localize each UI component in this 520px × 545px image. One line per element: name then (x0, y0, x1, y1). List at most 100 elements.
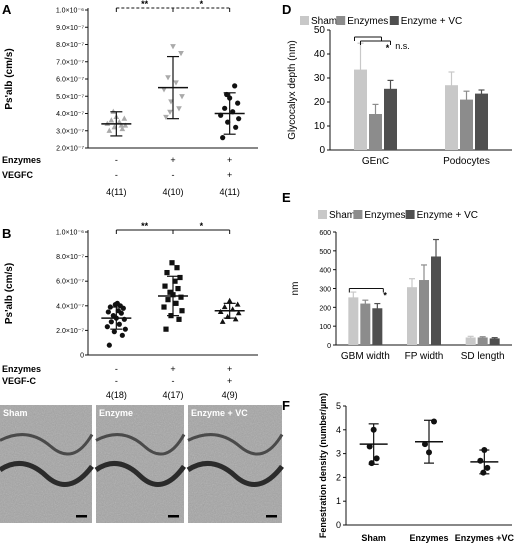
data-point (108, 117, 115, 123)
y-tick-label: 2.0×10⁻⁷ (56, 146, 84, 153)
bar (348, 297, 359, 345)
data-point (118, 122, 125, 128)
data-point (114, 300, 120, 306)
y-tick-label: 20 (314, 97, 326, 108)
data-point (176, 316, 182, 322)
y-tick-label: 1.0×10⁻⁶ (56, 8, 84, 15)
bar (475, 93, 488, 150)
treatment-sign: - (172, 170, 175, 180)
data-point (236, 116, 242, 122)
data-point (480, 469, 487, 476)
data-point (422, 441, 428, 448)
data-point (373, 455, 380, 462)
treatment-sign: - (172, 376, 175, 386)
y-tick-label: 3 (336, 449, 341, 459)
data-point (165, 75, 171, 81)
row-label: Enzymes (2, 155, 41, 165)
basement-membrane (0, 461, 94, 487)
cell-outline (95, 433, 186, 456)
panel-a: A 2.0×10⁻⁷ 3.0×10⁻⁷ 4.0×10⁻⁷ 5.0×10⁻⁷ 6.0×10⁻… (2, 0, 258, 197)
row-label: VEGF-C (2, 376, 37, 386)
data-point (481, 447, 488, 454)
treatment-sign: + (227, 155, 232, 165)
y-tick-label: 2 (336, 472, 341, 482)
y-tick-label: 200 (319, 305, 331, 312)
y-tick-label: 30 (314, 73, 326, 84)
y-tick-label: 2.0×10⁻⁷ (56, 328, 84, 335)
micrograph-label: Sham (3, 408, 28, 418)
data-point (162, 283, 168, 289)
y-axis-label: Ps'alb (cm/s) (4, 263, 15, 324)
micrograph-label: Enzyme + VC (191, 408, 248, 418)
legend-label: Enzymes (364, 210, 405, 221)
y-tick-label: 4.0×10⁻⁷ (56, 303, 84, 310)
y-tick-label: 9.0×10⁻⁷ (56, 25, 84, 32)
n-label: 4(11) (219, 187, 239, 197)
sig-label: * (200, 221, 204, 231)
y-tick-label: 3.0×10⁻⁷ (56, 128, 84, 135)
data-point (106, 127, 113, 133)
bar (384, 88, 397, 150)
data-point (172, 278, 178, 284)
data-point (115, 308, 121, 314)
panel-e: E 0 100 200 300 400 500 600 nm Sham Enzymes Enzyme … (282, 190, 512, 362)
data-point (178, 51, 184, 57)
data-point (173, 300, 179, 306)
row-label: VEGFC (2, 170, 34, 180)
n-label: 4(18) (106, 390, 127, 400)
n-label: 4(9) (222, 390, 238, 400)
basement-membrane (94, 461, 187, 487)
data-point (119, 125, 126, 132)
bar (354, 69, 367, 150)
data-point (484, 464, 491, 471)
treatment-sign: - (115, 155, 118, 165)
data-point (222, 105, 228, 111)
sig-label: ** (141, 0, 149, 9)
y-tick-label: 5.0×10⁻⁷ (56, 94, 84, 101)
y-tick-label: 6.0×10⁻⁷ (56, 279, 84, 286)
scale-bar (266, 515, 277, 518)
data-point (220, 135, 226, 141)
bar (489, 338, 500, 345)
data-point (121, 115, 128, 121)
data-point (108, 319, 114, 325)
basement-membrane (186, 461, 284, 487)
panel-letter: A (2, 2, 12, 17)
data-point (232, 83, 238, 89)
legend-label: Enzymes (347, 16, 388, 27)
data-point (235, 100, 241, 106)
data-point (161, 87, 167, 93)
sig-label: n.s. (395, 41, 410, 51)
data-point (219, 318, 226, 324)
data-point (234, 301, 241, 307)
data-point (111, 329, 117, 335)
data-point (232, 316, 239, 322)
y-tick-label: 7.0×10⁻⁷ (56, 59, 84, 66)
legend-swatch (318, 210, 327, 219)
y-tick-label: 6.0×10⁻⁷ (56, 77, 84, 84)
panel-d: D 0 10 20 30 40 50 Glycocalyx depth (nm) Sham Enz… (282, 2, 512, 167)
bar (372, 308, 383, 345)
data-point (177, 274, 183, 281)
data-point (173, 80, 179, 86)
treatment-sign: + (227, 170, 232, 180)
data-point (233, 124, 239, 130)
n-label: 4(10) (162, 187, 183, 197)
category-label: Podocytes (443, 156, 490, 167)
data-point (122, 122, 129, 128)
data-point (370, 426, 377, 433)
bar (477, 337, 488, 345)
category-label: Enzymes +VC (455, 533, 515, 543)
data-point (122, 326, 128, 332)
data-point (226, 297, 233, 303)
y-tick-label: 8.0×10⁻⁷ (56, 254, 84, 261)
data-point (169, 260, 175, 266)
treatment-sign: + (170, 155, 175, 165)
data-point (119, 332, 125, 338)
data-point (477, 457, 484, 464)
data-point (431, 418, 437, 425)
y-tick-label: 0 (319, 145, 325, 156)
scale-bar (168, 515, 179, 518)
y-tick-label: 5 (336, 401, 341, 411)
